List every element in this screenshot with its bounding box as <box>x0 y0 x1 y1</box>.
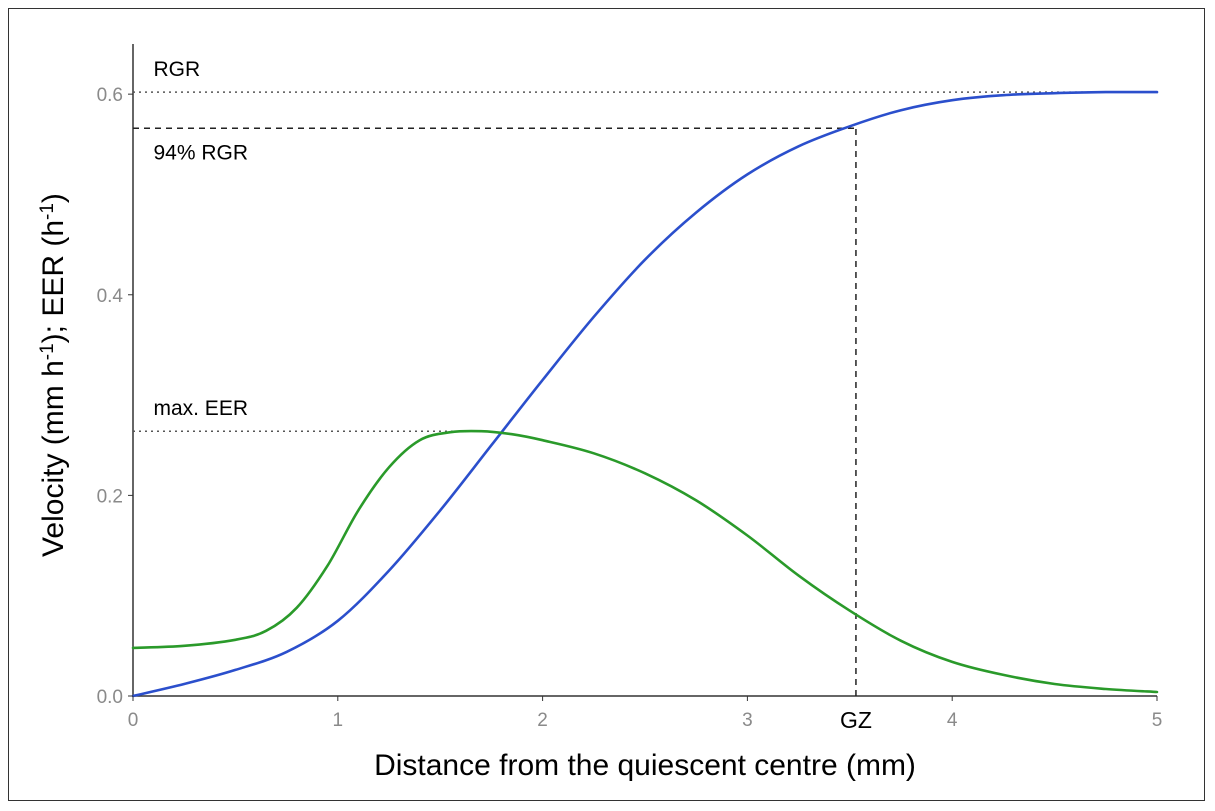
y-tick-label: 0.4 <box>97 286 124 307</box>
y-tick-label: 0.2 <box>97 486 123 507</box>
y-axis-title-main: Velocity (mm h <box>37 360 70 557</box>
series-layer <box>131 90 1159 698</box>
y-axis-title: Velocity (mm h-1); EER (h-1) <box>37 193 71 557</box>
y-tick-label: 0.0 <box>97 687 123 708</box>
y-axis-title-mid: ); EER (h <box>37 220 70 343</box>
axes <box>132 44 1157 697</box>
gz-label: GZ <box>840 707 872 733</box>
annotation-2: 94% RGR <box>153 141 248 164</box>
x-tick-label: 1 <box>333 710 344 731</box>
x-axis-title: Distance from the quiescent centre (mm) <box>374 749 916 782</box>
x-tick-label: 3 <box>742 710 753 731</box>
x-tick-label: 5 <box>1152 710 1163 731</box>
annotation-3: max. EER <box>153 397 248 420</box>
x-tick-label: 4 <box>947 710 958 731</box>
annotation-1: RGR <box>153 58 200 81</box>
x-tick-label: 0 <box>128 710 139 731</box>
reference-lines <box>133 91 1157 696</box>
y-tick-label: 0.6 <box>97 85 123 106</box>
series-line-2 <box>131 429 1159 694</box>
x-tick-label: 2 <box>537 710 548 731</box>
ticks: 0 1 2 3 4 5 0.0 0.2 0.4 0.6 <box>97 85 1163 731</box>
y-axis-title-sup1: -1 <box>37 343 58 360</box>
series-line-1 <box>131 90 1159 698</box>
y-axis-title-sup2: -1 <box>37 203 58 220</box>
figure-frame <box>8 8 1205 801</box>
annotations: RGR 94% RGR max. EER GZ <box>153 58 871 733</box>
y-axis-title-end: ) <box>37 193 70 203</box>
